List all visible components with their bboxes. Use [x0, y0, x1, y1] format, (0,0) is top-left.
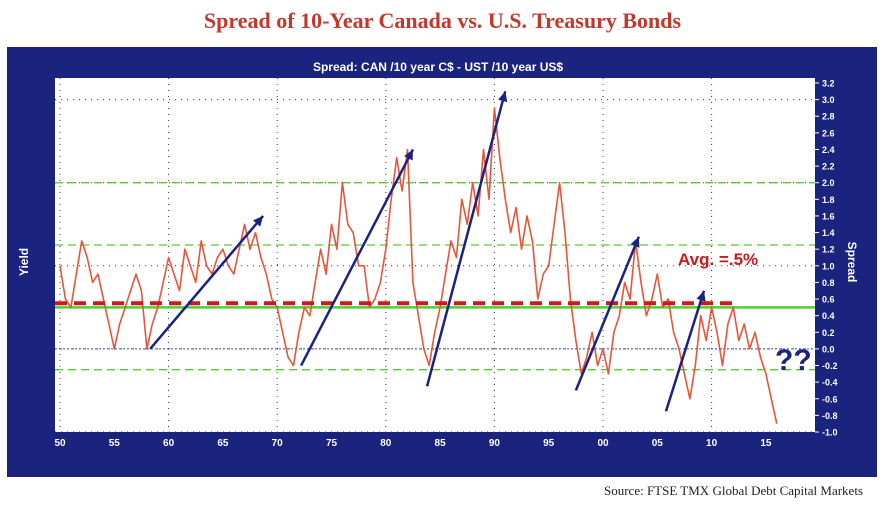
y-tick-label: 0.6 [822, 295, 835, 305]
trend-arrow [299, 148, 415, 367]
y-tick-label: 1.6 [822, 211, 835, 221]
source-note: Source: FTSE TMX Global Debt Capital Mar… [603, 483, 863, 498]
trend-arrow-head [630, 236, 640, 248]
question-label: ?? [775, 344, 812, 377]
average-label: Avg. =.5% [678, 250, 758, 269]
y-tick-label: -1.0 [822, 428, 838, 438]
y-tick-label: 3.0 [822, 95, 835, 105]
y-tick-label: 0.4 [822, 311, 835, 321]
y-tick-label: 2.4 [822, 145, 835, 155]
page-title: Spread of 10-Year Canada vs. U.S. Treasu… [203, 8, 682, 33]
x-tick-label: 10 [706, 438, 718, 449]
x-tick-label: 15 [760, 438, 772, 449]
trend-arrow [425, 90, 507, 387]
y-tick-label: 2.2 [822, 162, 835, 172]
x-tick-label: 65 [217, 438, 229, 449]
x-tick-label: 75 [326, 438, 338, 449]
chart-subtitle: Spread: CAN /10 year C$ - UST /10 year U… [313, 60, 563, 74]
x-tick-label: 70 [272, 438, 284, 449]
y-axis-label-left: Yield [17, 248, 31, 276]
x-tick-label: 90 [489, 438, 501, 449]
y-tick-label: -0.6 [822, 394, 838, 404]
y-tick-label: 2.0 [822, 178, 835, 188]
y-tick-label: 1.0 [822, 261, 835, 271]
x-tick-label: 55 [109, 438, 121, 449]
x-tick-label: 80 [380, 438, 392, 449]
trend-arrow-head [498, 91, 508, 103]
x-tick-label: 05 [652, 438, 664, 449]
plot-area [55, 78, 815, 432]
x-tick-label: 60 [163, 438, 175, 449]
trend-arrow [664, 290, 706, 412]
y-tick-label: 1.4 [822, 228, 835, 238]
y-tick-label: 0.0 [822, 344, 835, 354]
y-tick-label: -0.8 [822, 411, 838, 421]
x-tick-label: 50 [54, 438, 66, 449]
y-tick-label: -0.4 [822, 378, 838, 388]
y-tick-label: -0.2 [822, 361, 838, 371]
y-tick-label: 1.2 [822, 245, 835, 255]
trend-arrow [574, 236, 640, 391]
trend-arrow-head [404, 149, 413, 161]
y-tick-label: 2.8 [822, 112, 835, 122]
trend-arrow [149, 215, 265, 350]
trend-arrow-head [253, 215, 264, 227]
y-tick-label: 0.8 [822, 278, 835, 288]
trend-arrow-head [696, 290, 706, 302]
y-tick-label: 3.2 [822, 78, 835, 88]
x-tick-label: 85 [435, 438, 447, 449]
y-tick-label: 1.8 [822, 195, 835, 205]
spread-series-line [59, 107, 778, 424]
y-axis-label-right: Spread [845, 242, 859, 283]
x-tick-label: 95 [543, 438, 555, 449]
x-tick-label: 00 [597, 438, 609, 449]
y-tick-label: 0.2 [822, 328, 835, 338]
y-tick-label: 2.6 [822, 128, 835, 138]
